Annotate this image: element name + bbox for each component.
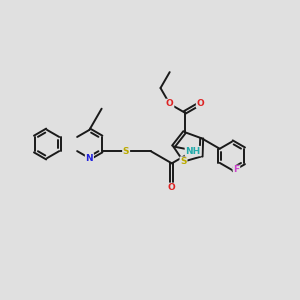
- Text: O: O: [168, 183, 176, 192]
- Text: N: N: [85, 154, 93, 163]
- Text: S: S: [123, 147, 129, 156]
- Text: NH: NH: [185, 147, 201, 156]
- Text: F: F: [233, 165, 239, 174]
- Text: S: S: [180, 157, 187, 166]
- Text: O: O: [196, 99, 204, 108]
- Text: O: O: [166, 99, 174, 108]
